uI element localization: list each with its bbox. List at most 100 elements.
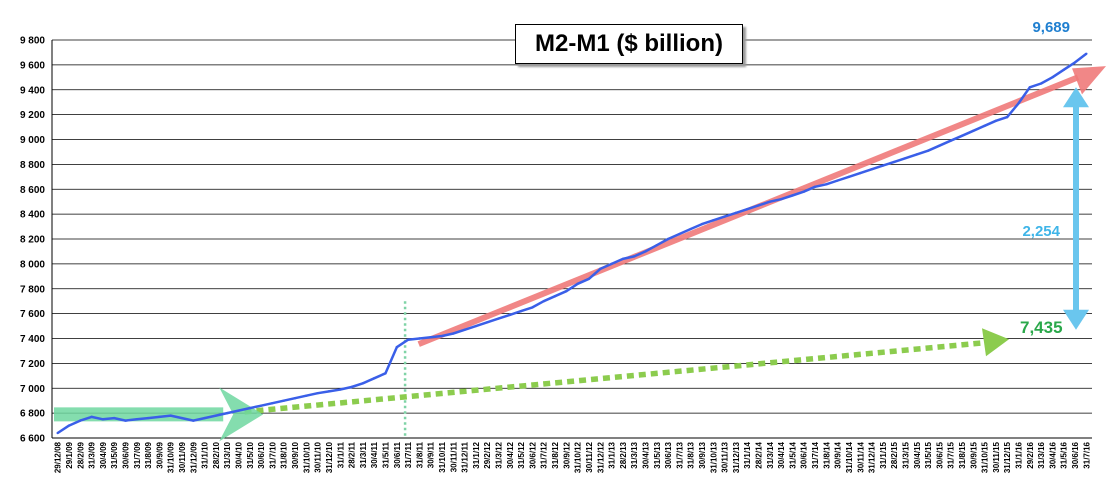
data-point <box>531 306 534 309</box>
red-trend-arrowhead <box>1072 66 1106 95</box>
x-tick-label: 30/11/14 <box>856 441 865 472</box>
x-tick-label: 31/7/16 <box>1082 441 1091 468</box>
data-point <box>395 346 398 349</box>
y-axis: 6 600 6 800 7 000 7 200 7 400 7 600 7 800 8 000… <box>20 36 45 445</box>
data-point <box>1062 68 1065 72</box>
y-tick-label: 7 000 <box>20 384 45 395</box>
data-point <box>237 409 240 412</box>
x-tick-label: 30/6/14 <box>800 441 809 468</box>
data-point <box>90 415 93 419</box>
x-tick-label: 31/10/14 <box>845 441 854 473</box>
data-point <box>757 204 760 207</box>
data-point <box>1039 82 1043 85</box>
x-tick-label: 28/2/15 <box>890 441 899 468</box>
data-point <box>904 156 907 160</box>
data-point <box>994 119 998 123</box>
data-point <box>587 277 591 280</box>
x-tick-label: 30/11/10 <box>314 441 323 472</box>
data-point <box>632 255 636 258</box>
data-point <box>1028 86 1032 89</box>
x-tick-label: 31/12/13 <box>732 441 741 473</box>
data-point <box>519 309 523 313</box>
x-tick-label: 31/5/15 <box>924 441 933 468</box>
x-tick-label: 30/6/12 <box>528 441 537 468</box>
x-tick-label: 30/4/11 <box>370 441 379 468</box>
x-tick-label: 30/4/15 <box>913 441 922 468</box>
data-point <box>915 153 918 156</box>
x-tick-label: 30/6/15 <box>935 441 944 468</box>
x-tick-label: 31/10/13 <box>709 441 718 473</box>
y-tick-label: 8 000 <box>20 259 45 270</box>
x-tick-label: 30/9/12 <box>562 441 571 468</box>
x-tick-label: 30/11/11 <box>449 441 458 472</box>
x-tick-label: 31/8/11 <box>415 441 424 468</box>
x-tick-label: 31/5/13 <box>653 441 662 468</box>
x-tick-label: 31/12/09 <box>189 441 198 473</box>
y-tick-label: 9 800 <box>20 36 45 47</box>
data-point <box>203 416 206 420</box>
x-tick-label: 31/10/09 <box>167 441 176 473</box>
x-tick-label: 31/1/10 <box>201 441 210 468</box>
x-tick-label: 30/9/10 <box>291 441 300 468</box>
x-tick-label: 30/9/13 <box>698 441 707 468</box>
data-point <box>836 179 839 182</box>
x-tick-label: 31/1/14 <box>743 441 752 468</box>
y-tick-label: 7 400 <box>20 334 45 345</box>
x-tick-label: 30/6/13 <box>664 441 673 468</box>
series-layer <box>56 52 1088 435</box>
data-point <box>859 171 862 175</box>
data-point <box>361 382 365 385</box>
x-tick-label: 31/5/11 <box>381 441 390 468</box>
data-point <box>1017 102 1020 105</box>
x-tick-label: 31/10/10 <box>302 441 311 473</box>
m2-m1-series-line <box>57 52 1088 435</box>
data-point <box>610 262 613 266</box>
x-tick-label: 30/4/14 <box>777 441 786 468</box>
data-point <box>576 282 579 285</box>
green-trend-arrowhead <box>982 328 1009 357</box>
x-tick-label: 31/5/10 <box>246 441 255 468</box>
data-point <box>440 334 444 338</box>
x-tick-label: 30/6/11 <box>393 441 402 468</box>
data-point <box>712 219 715 222</box>
data-point <box>813 185 817 188</box>
x-tick-label: 31/10/11 <box>438 441 447 472</box>
x-tick-label: 30/4/16 <box>1048 441 1057 468</box>
x-tick-label: 31/12/14 <box>868 441 877 473</box>
x-tick-label: 31/7/09 <box>133 441 142 468</box>
data-point <box>926 149 930 152</box>
data-point <box>248 406 252 410</box>
x-tick-label: 30/4/09 <box>99 441 108 468</box>
data-point <box>779 198 783 201</box>
data-point <box>158 415 161 419</box>
y-tick-label: 9 600 <box>20 60 45 71</box>
data-point <box>960 134 964 137</box>
x-tick-label: 31/3/15 <box>901 441 910 468</box>
data-point <box>949 139 952 142</box>
data-point <box>768 200 772 203</box>
y-tick-label: 6 800 <box>20 409 45 420</box>
data-point <box>135 418 138 421</box>
data-point <box>259 404 263 407</box>
x-tick-label: 31/10/15 <box>981 441 990 473</box>
x-tick-label: 31/5/16 <box>1060 441 1069 468</box>
x-tick-label: 29/2/12 <box>483 441 492 468</box>
data-point <box>802 190 805 193</box>
y-tick-label: 9 200 <box>20 110 45 121</box>
data-point <box>101 418 105 421</box>
x-tick-label: 30/9/14 <box>834 441 843 468</box>
x-tick-label: 30/11/15 <box>992 441 1001 472</box>
data-point <box>734 211 738 215</box>
x-tick-label: 30/9/15 <box>969 441 978 468</box>
data-point <box>350 385 353 389</box>
data-point <box>689 227 692 231</box>
data-point <box>791 194 794 197</box>
data-point <box>1051 76 1054 79</box>
data-point <box>1085 52 1088 56</box>
x-tick-label: 31/7/14 <box>811 441 820 468</box>
x-tick-label: 31/8/13 <box>687 441 696 468</box>
x-tick-label: 30/6/10 <box>257 441 266 468</box>
y-tick-label: 9 400 <box>20 85 45 96</box>
x-tick-label: 29/1/09 <box>65 441 74 468</box>
chart-grid <box>51 39 1092 439</box>
